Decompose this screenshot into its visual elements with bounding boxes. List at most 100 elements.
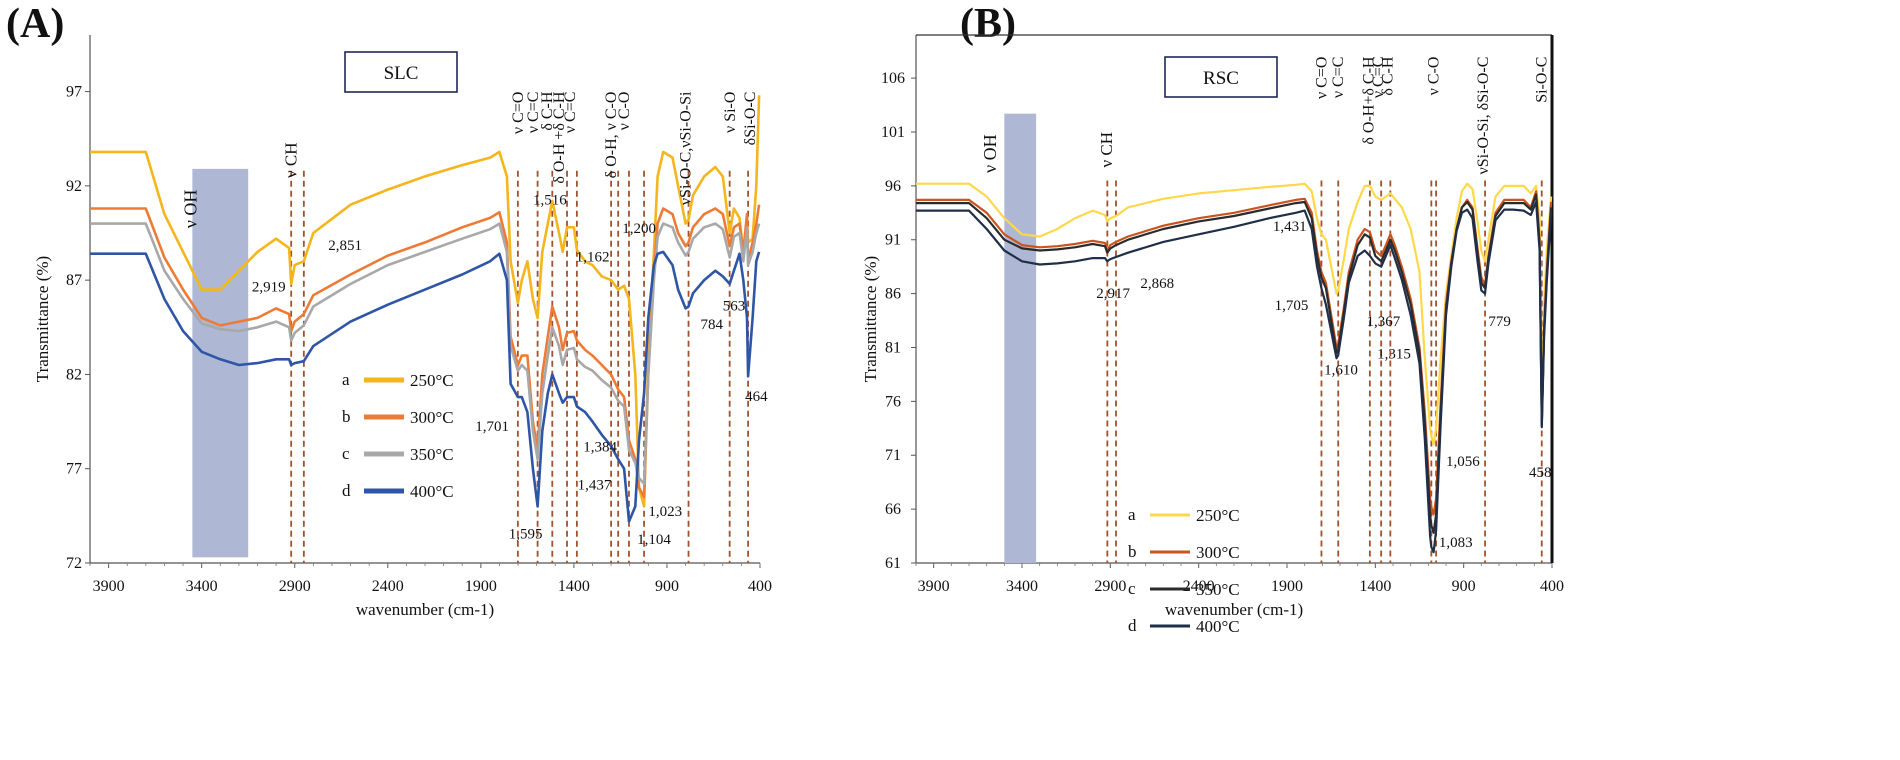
legend-label: 400°C — [1196, 617, 1240, 636]
y-tick-label: 76 — [885, 393, 901, 410]
legend-letter: c — [342, 444, 350, 463]
legend-letter: d — [1128, 616, 1137, 635]
legend-label: 300°C — [1196, 543, 1240, 562]
y-tick-label: 91 — [885, 232, 901, 249]
x-tick-label: 900 — [655, 578, 679, 595]
ch-group-label: ν CH — [282, 142, 301, 178]
legend-label: 250°C — [410, 371, 454, 390]
band-assignment-label: ν Si-O — [722, 92, 739, 133]
x-axis-label: wavenumber (cm-1) — [1165, 600, 1303, 619]
oh-band-label: ν OH — [180, 190, 200, 229]
peak-label: 2,919 — [252, 279, 286, 295]
series-line-a-3 — [90, 222, 761, 486]
series-line-b-4 — [916, 200, 1553, 554]
chart-panel-a: (A) ν OH 3900 3400 2900 2400 1900 1400 900 400 72… — [0, 0, 935, 760]
peak-label: 1,705 — [1275, 298, 1309, 314]
peak-label: 1,431 — [1273, 219, 1307, 235]
chart-title: SLC — [384, 63, 419, 84]
peak-label: 784 — [700, 317, 723, 333]
series-line-a-2 — [90, 204, 761, 499]
x-tick-label: 1400 — [558, 578, 590, 595]
x-tick-label: 400 — [748, 578, 772, 595]
x-tick-label: 1900 — [465, 578, 497, 595]
peak-label: 2,868 — [1140, 276, 1174, 292]
x-tick-label: 900 — [1452, 578, 1476, 595]
band-assignment-label: ν C-O — [616, 92, 633, 131]
chart-title-box — [1164, 56, 1278, 98]
peak-label: 1,516 — [533, 193, 567, 209]
oh-band-label: ν OH — [980, 134, 1000, 173]
peak-label: 1,367 — [1367, 314, 1401, 330]
y-tick-label: 82 — [66, 366, 82, 383]
peak-label: 1,437 — [578, 477, 612, 493]
band-assignment-label: ν C=C — [1370, 57, 1387, 99]
y-tick-label: 96 — [885, 178, 901, 195]
panel-label-a: (A) — [6, 1, 65, 47]
spectrum-chart-a: ν OH 3900 3400 2900 2400 1900 1400 900 400 72 77 82… — [33, 35, 772, 619]
peak-label: 1,595 — [509, 526, 543, 542]
series-line-a-4 — [90, 250, 761, 523]
x-axis-label: wavenumber (cm-1) — [356, 600, 494, 619]
y-tick-label: 81 — [885, 339, 901, 356]
legend-letter: b — [342, 407, 351, 426]
peak-label: 1,162 — [576, 249, 610, 265]
band-assignment-label: δ O-H+δ C-H — [1360, 56, 1377, 145]
band-assignment-label: ν C=O — [510, 92, 527, 134]
chart-title: RSC — [1203, 68, 1239, 89]
legend-label: 300°C — [410, 408, 454, 427]
x-tick-label: 3400 — [186, 578, 218, 595]
peak-label: 464 — [745, 389, 768, 405]
peak-label: 1,610 — [1324, 362, 1358, 378]
x-tick-label: 2400 — [372, 578, 404, 595]
y-tick-label: 72 — [66, 555, 82, 572]
band-assignment-label: ν C=O — [1313, 57, 1330, 99]
y-tick-label: 92 — [66, 178, 82, 195]
panel-label-b: (B) — [960, 1, 1016, 47]
legend-letter: a — [342, 370, 350, 389]
x-tick-label: 2900 — [279, 578, 311, 595]
band-assignment-label: νSi-O-Si, δSi-O-C — [1475, 57, 1492, 175]
chart-title-box — [344, 51, 458, 93]
legend-label: 250°C — [1196, 506, 1240, 525]
peak-label: 2,851 — [328, 238, 362, 254]
x-tick-label: 400 — [1540, 578, 1564, 595]
band-assignment-label: νSi-O-C,νSi-O-Si — [678, 91, 695, 205]
peak-label: 458 — [1529, 465, 1552, 481]
peak-label: 1,315 — [1377, 346, 1411, 362]
band-assignment-label: ν C-O — [1426, 57, 1443, 96]
band-assignment-label: ν C=C — [562, 92, 579, 134]
peak-label: 779 — [1488, 314, 1511, 330]
y-tick-label: 87 — [66, 272, 82, 289]
legend-label: 350°C — [410, 445, 454, 464]
oh-shaded-band — [192, 168, 249, 558]
y-tick-label: 86 — [885, 286, 901, 303]
oh-shaded-band — [1004, 113, 1037, 563]
y-tick-label: 66 — [885, 501, 901, 518]
peak-label: 563 — [723, 298, 746, 314]
x-tick-label: 2900 — [1094, 578, 1126, 595]
x-tick-label: 1400 — [1359, 578, 1391, 595]
peak-label: 1,384 — [583, 440, 617, 456]
y-tick-label: 71 — [885, 447, 901, 464]
peak-label: 2,917 — [1096, 286, 1130, 302]
y-tick-label: 77 — [66, 461, 82, 478]
band-assignment-label: δ O-H, ν C-O — [603, 92, 620, 179]
x-tick-label: 3900 — [918, 578, 950, 595]
y-tick-label: 61 — [885, 555, 901, 572]
y-tick-label: 101 — [881, 124, 905, 141]
peak-label: 1,023 — [648, 504, 682, 520]
band-assignment-label: δ O-H +δ C-H — [551, 91, 568, 184]
y-axis-label: Transmittance (%) — [861, 256, 880, 382]
ch-group-label: ν CH — [1097, 132, 1116, 168]
peak-label: 1,056 — [1446, 454, 1480, 470]
y-tick-label: 97 — [66, 84, 82, 101]
peak-label: 1,200 — [622, 221, 656, 237]
legend-letter: b — [1128, 542, 1137, 561]
series-line-a-1 — [90, 95, 761, 508]
y-tick-label: 106 — [881, 70, 905, 87]
peak-label: 1,701 — [475, 419, 509, 435]
band-assignment-label: Si-O-C — [1534, 57, 1551, 103]
band-assignment-label: ν C=C — [525, 92, 542, 134]
x-tick-label: 2400 — [1183, 578, 1215, 595]
peak-label: 1,104 — [637, 532, 671, 548]
